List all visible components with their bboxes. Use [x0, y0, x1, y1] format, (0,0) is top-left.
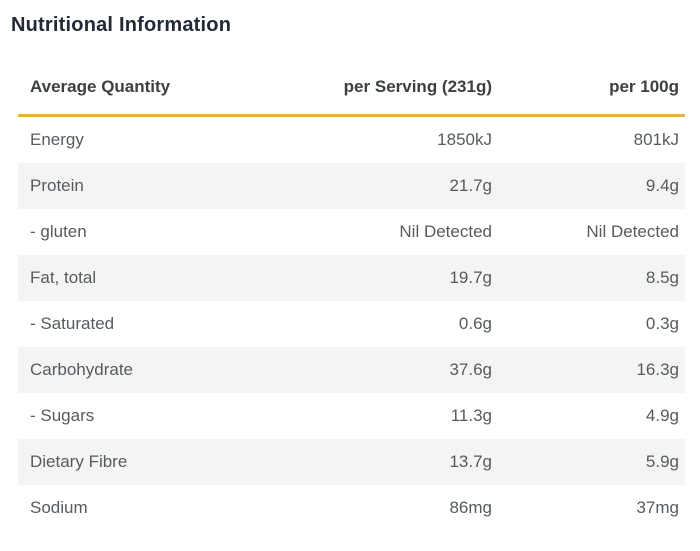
table-row: - Saturated 0.6g 0.3g	[18, 301, 685, 347]
page-title: Nutritional Information	[11, 14, 232, 36]
per-serving-value: 1850kJ	[437, 130, 492, 149]
per-100g-value: 9.4g	[645, 176, 679, 195]
table-row: Fat, total 19.7g 8.5g	[18, 255, 685, 301]
table-header-row: Average Quantity per Serving (231g) per …	[18, 60, 685, 117]
per-serving-value: 37.6g	[449, 360, 492, 379]
row-label: Protein	[30, 176, 84, 195]
row-label: - gluten	[30, 222, 87, 241]
table-row: - gluten Nil Detected Nil Detected	[18, 209, 685, 255]
per-100g-value: Nil Detected	[586, 222, 679, 241]
row-label: Energy	[30, 130, 84, 149]
per-100g-value: 8.5g	[645, 268, 679, 287]
per-serving-value: 21.7g	[449, 176, 492, 195]
per-100g-value: 0.3g	[645, 314, 679, 333]
row-label: Sodium	[30, 498, 88, 517]
table-row: Dietary Fibre 13.7g 5.9g	[18, 439, 685, 485]
per-serving-value: 11.3g	[450, 406, 492, 425]
per-100g-value: 5.9g	[645, 452, 679, 471]
table-row: Sodium 86mg 37mg	[18, 485, 685, 531]
table-row: Energy 1850kJ 801kJ	[18, 115, 685, 163]
per-serving-value: Nil Detected	[399, 222, 492, 241]
row-label: - Saturated	[30, 314, 115, 333]
per-100g-value: 801kJ	[633, 130, 679, 149]
per-100g-value: 4.9g	[645, 406, 679, 425]
per-serving-value: 19.7g	[449, 268, 492, 287]
column-header-per-serving: per Serving (231g)	[298, 60, 492, 117]
row-label: Carbohydrate	[30, 360, 134, 379]
row-label: - Sugars	[30, 406, 95, 425]
nutrition-table: Average Quantity per Serving (231g) per …	[18, 60, 685, 531]
table-row: Protein 21.7g 9.4g	[18, 163, 685, 209]
row-label: Dietary Fibre	[30, 452, 128, 471]
per-serving-value: 0.6g	[458, 314, 492, 333]
row-label: Fat, total	[30, 268, 97, 287]
per-100g-value: 37mg	[636, 498, 679, 517]
per-serving-value: 13.7g	[449, 452, 492, 471]
table-row: Carbohydrate 37.6g 16.3g	[18, 347, 685, 393]
column-header-per-100g: per 100g	[492, 60, 685, 117]
per-serving-value: 86mg	[449, 498, 492, 517]
table-row: - Sugars 11.3g 4.9g	[18, 393, 685, 439]
column-header-average-quantity: Average Quantity	[18, 60, 298, 117]
per-100g-value: 16.3g	[636, 360, 679, 379]
